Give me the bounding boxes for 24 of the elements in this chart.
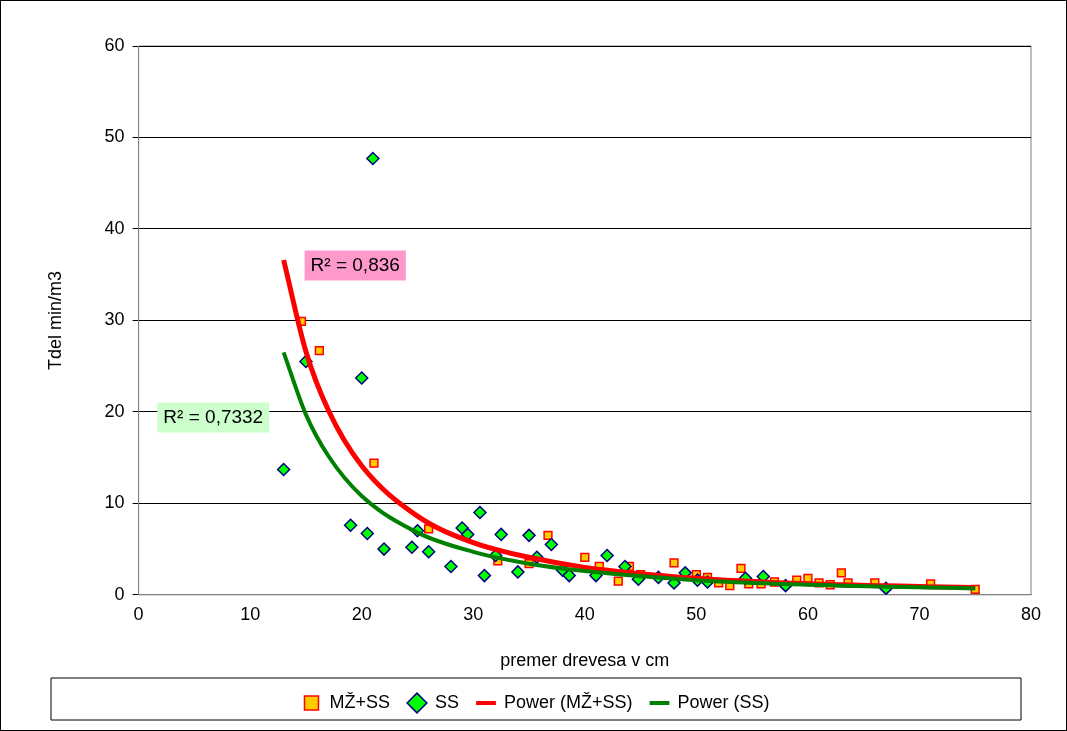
x-tick-label: 40: [574, 603, 595, 624]
legend-label: SS: [434, 691, 459, 712]
x-tick-label: 10: [240, 603, 261, 624]
y-tick-label: 20: [104, 400, 125, 421]
y-tick-label: 40: [104, 217, 125, 238]
y-tick-label: 10: [104, 492, 125, 513]
x-tick-label: 60: [797, 603, 818, 624]
x-tick-label: 80: [1020, 603, 1042, 624]
x-tick-label: 30: [463, 603, 484, 624]
y-tick-label: 50: [104, 126, 125, 147]
y-tick-label: 60: [104, 34, 125, 55]
x-tick-label: 70: [909, 603, 930, 624]
x-tick-label: 50: [686, 603, 707, 624]
legend-label: Power (SS): [677, 691, 770, 712]
legend-label: Power (MŽ+SS): [503, 691, 633, 712]
legend-label: MŽ+SS: [329, 691, 390, 712]
y-tick-label: 0: [114, 583, 125, 604]
annotation: R² = 0,836: [310, 253, 400, 275]
y-tick-label: 30: [104, 309, 125, 330]
annotation: R² = 0,7332: [163, 405, 264, 427]
x-tick-label: 0: [133, 603, 144, 624]
y-axis-title: Tdel min/m3: [44, 270, 65, 370]
x-axis-title: premer drevesa v cm: [500, 650, 670, 671]
x-tick-label: 20: [351, 603, 372, 624]
